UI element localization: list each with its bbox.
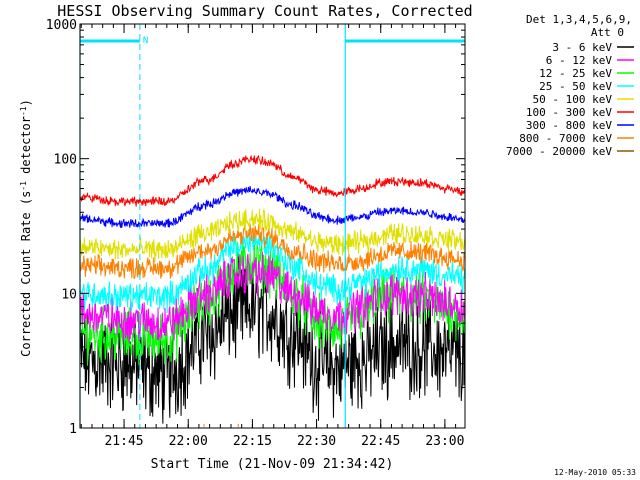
legend-entry-7000-20000-kev: 7000 - 20000 keV bbox=[506, 145, 612, 158]
legend-entry-100-300-kev: 100 - 300 keV bbox=[526, 106, 612, 119]
y-tick-label: 1000 bbox=[46, 18, 77, 33]
attenuator-marker-label: N bbox=[143, 36, 148, 46]
y-axis-label-sup-1: -1 bbox=[19, 181, 28, 191]
series-line-100-300-kev bbox=[79, 154, 466, 208]
legend-header-line2: Att 0 bbox=[591, 26, 624, 39]
legend-entry-3-6-kev: 3 - 6 keV bbox=[552, 41, 612, 54]
legend-entry-800-7000-kev: 800 - 7000 keV bbox=[519, 132, 612, 145]
plot-frame bbox=[79, 23, 466, 429]
legend-entry-12-25-kev: 12 - 25 keV bbox=[539, 67, 612, 80]
footer-timestamp: 12-May-2010 05:33 bbox=[554, 468, 636, 477]
x-tick-label: 22:30 bbox=[297, 434, 336, 449]
legend-entry-300-800-kev: 300 - 800 keV bbox=[526, 119, 612, 132]
chart-title: HESSI Observing Summary Count Rates, Cor… bbox=[57, 2, 472, 20]
y-tick-label: 1 bbox=[69, 422, 77, 437]
y-axis-label-close: ) bbox=[19, 99, 33, 106]
legend-entry-25-50-kev: 25 - 50 keV bbox=[539, 80, 612, 93]
series-line-300-800-kev bbox=[79, 186, 466, 229]
axes-group bbox=[79, 23, 466, 429]
y-axis-label-mid: detector bbox=[19, 116, 33, 181]
series-line-6-12-kev bbox=[79, 251, 466, 344]
tick-group: 1 10 100 1000 21:45 22:00 22:15 22:30 22:45 23:00 bbox=[46, 18, 465, 449]
x-tick-label: 22:15 bbox=[233, 434, 272, 449]
x-axis-label: Start Time (21-Nov-09 21:34:42) bbox=[151, 457, 394, 472]
x-tick-label: 22:00 bbox=[169, 434, 208, 449]
y-tick-label: 100 bbox=[54, 153, 77, 168]
x-tick-label: 23:00 bbox=[425, 434, 464, 449]
legend-header-line1: Det 1,3,4,5,6,9, bbox=[526, 13, 632, 26]
legend-entry-50-100-kev: 50 - 100 keV bbox=[533, 93, 613, 106]
y-axis-label-sup-2: -1 bbox=[19, 106, 28, 116]
series-line-3-6-kev bbox=[79, 253, 466, 424]
x-tick-label: 21:45 bbox=[104, 434, 143, 449]
x-tick-label: 22:45 bbox=[361, 434, 400, 449]
series-line-50-100-kev bbox=[79, 208, 466, 262]
legend-entry-6-12-kev: 6 - 12 keV bbox=[546, 54, 613, 67]
y-axis-label-main: Corrected Count Rate (s bbox=[19, 191, 33, 357]
y-tick-label: 10 bbox=[61, 287, 77, 302]
y-axis-label: Corrected Count Rate (s-1 detector-1) bbox=[19, 99, 34, 357]
series-group bbox=[79, 154, 466, 424]
series-line-800-7000-kev bbox=[79, 223, 466, 280]
